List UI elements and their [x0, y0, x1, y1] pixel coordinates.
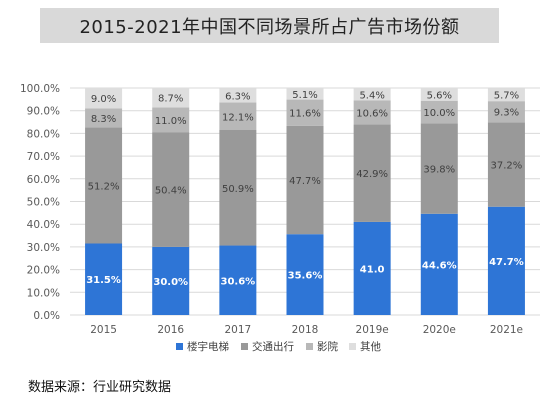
data-label: 10.0%: [423, 108, 455, 119]
bar-segment: [152, 87, 190, 108]
data-label: 9.0%: [91, 94, 116, 105]
data-label: 10.6%: [356, 109, 388, 120]
data-label: 47.7%: [289, 176, 321, 187]
data-label: 47.7%: [489, 257, 524, 268]
bar-segment: [353, 124, 391, 222]
data-label: 9.3%: [494, 108, 519, 119]
data-label: 30.6%: [221, 276, 256, 287]
data-label: 51.2%: [88, 181, 120, 192]
bar-segment: [286, 125, 324, 235]
bar-segment: [152, 246, 190, 315]
y-tick-label: 70.0%: [27, 151, 60, 163]
y-tick-label: 10.0%: [27, 287, 60, 299]
legend-swatch: [176, 343, 183, 350]
bar-segment: [219, 88, 257, 103]
bar-segment: [487, 206, 525, 315]
data-label: 41.0: [360, 264, 385, 275]
bar-segment: [286, 88, 324, 100]
data-label: 35.6%: [288, 271, 323, 282]
bar-segment: [286, 99, 324, 126]
bar-segment: [85, 108, 123, 128]
bar-segment: [219, 102, 257, 130]
bar-segment: [353, 100, 391, 125]
data-label: 11.6%: [289, 109, 321, 120]
bar-segment: [487, 88, 525, 102]
y-tick-label: 100.0%: [20, 83, 60, 95]
x-tick-label: 2018: [292, 324, 319, 336]
x-tick-label: 2021e: [490, 324, 523, 336]
y-tick-label: 50.0%: [27, 197, 60, 209]
bar-segment: [85, 243, 123, 315]
y-tick-label: 60.0%: [27, 174, 60, 186]
bar-segment: [487, 122, 525, 207]
data-label: 50.9%: [222, 184, 254, 195]
data-label: 5.4%: [359, 90, 384, 101]
chart-title-bar: 2015-2021年中国不同场景所占广告市场份额: [40, 8, 499, 43]
legend-swatch: [241, 343, 248, 350]
x-tick-label: 2016: [157, 324, 184, 336]
x-tick-label: 2017: [224, 324, 251, 336]
legend-label: 楼宇电梯: [187, 340, 229, 353]
bar-segment: [487, 101, 525, 123]
legend-swatch: [306, 343, 313, 350]
chart-title: 2015-2021年中国不同场景所占广告市场份额: [79, 16, 460, 38]
data-label: 5.7%: [494, 91, 519, 102]
x-tick-label: 2020e: [423, 324, 456, 336]
y-tick-label: 20.0%: [27, 265, 60, 277]
data-label: 30.0%: [153, 277, 188, 288]
bar-segment: [420, 100, 458, 124]
y-tick-label: 40.0%: [27, 219, 60, 231]
data-label: 39.8%: [423, 165, 455, 176]
bar-segment: [353, 88, 391, 101]
bar-segment: [353, 221, 391, 315]
data-label: 11.0%: [155, 116, 187, 127]
bar-segment: [152, 107, 190, 133]
data-label: 31.5%: [86, 275, 121, 286]
bar-segment: [420, 123, 458, 214]
data-label: 6.3%: [225, 91, 250, 102]
y-tick-label: 80.0%: [27, 128, 60, 140]
data-label: 8.7%: [158, 94, 183, 105]
bar-segment: [152, 132, 190, 247]
data-label: 50.4%: [155, 186, 187, 197]
bar-segment: [420, 88, 458, 101]
legend-swatch: [349, 343, 356, 350]
legend-label: 影院: [317, 340, 338, 353]
y-tick-label: 0.0%: [33, 310, 60, 322]
y-tick-label: 30.0%: [27, 242, 60, 254]
source-note: 数据来源：行业研究数据: [28, 380, 172, 395]
bar-segment: [286, 234, 324, 315]
x-tick-label: 2019e: [356, 324, 389, 336]
data-label: 8.3%: [91, 114, 116, 125]
data-label: 5.1%: [292, 90, 317, 101]
bar-segment: [219, 129, 257, 246]
bar-segment: [85, 127, 123, 244]
bar-segment: [420, 213, 458, 315]
x-tick-label: 2015: [90, 324, 117, 336]
legend-label: 交通出行: [252, 340, 294, 353]
data-label: 12.1%: [222, 112, 254, 123]
data-label: 44.6%: [422, 260, 457, 271]
legend-label: 其他: [360, 340, 381, 353]
bar-segment: [85, 88, 123, 109]
bar-segment: [219, 245, 257, 315]
data-label: 5.6%: [427, 90, 452, 101]
data-label: 42.9%: [356, 169, 388, 180]
data-label: 37.2%: [491, 160, 523, 171]
y-tick-label: 90.0%: [27, 106, 60, 118]
